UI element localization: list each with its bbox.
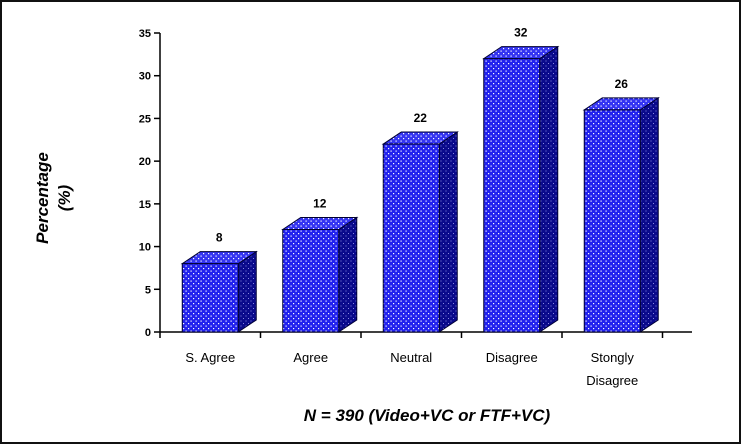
x-tick-label: Neutral (390, 350, 432, 365)
y-tick-label: 20 (139, 156, 151, 168)
y-tick-label: 35 (139, 28, 151, 40)
bar-side-face (438, 131, 458, 333)
data-label: 32 (514, 26, 528, 40)
y-tick-label: 10 (139, 242, 151, 254)
bar-side-face (237, 250, 257, 333)
bar-side-face (338, 216, 358, 333)
bar (180, 250, 258, 333)
bar (482, 45, 560, 333)
y-tick-label: 5 (145, 284, 151, 296)
bar-front-face (483, 58, 541, 333)
data-label: 22 (414, 111, 428, 125)
x-tick-label: Disagree (486, 350, 538, 365)
bars (180, 45, 660, 333)
bar (281, 216, 359, 333)
data-label: 8 (216, 231, 223, 245)
y-axis-title: Percentage (%) (33, 152, 74, 244)
y-tick-label: 15 (139, 199, 151, 211)
data-label: 26 (615, 77, 629, 91)
x-tick-label: S. Agree (185, 350, 235, 365)
bar-front-face (282, 228, 340, 333)
y-tick-label: 25 (139, 113, 151, 125)
bar-front-face (583, 109, 641, 333)
bar-side-face (539, 45, 559, 333)
axis-titles: Percentage (%) N = 390 (Video+VC or FTF+VC… (33, 152, 551, 425)
bar (582, 96, 660, 333)
x-tick-label: Stongly Disagree (586, 350, 638, 388)
x-tick-label: Agree (293, 350, 328, 365)
bar (381, 131, 459, 333)
x-axis: S. Agree Agree Neutral Disagree Stongly Disag… (159, 331, 692, 388)
data-labels: 8 12 22 32 26 (216, 26, 628, 245)
data-label: 12 (313, 196, 327, 210)
bar-front-face (181, 263, 239, 333)
bar-side-face (639, 96, 659, 333)
bar-front-face (382, 143, 440, 333)
y-axis: 0 5 10 15 20 25 30 35 (139, 28, 161, 339)
y-tick-label: 30 (139, 71, 151, 83)
y-tick-label: 0 (145, 327, 151, 339)
x-axis-title: N = 390 (Video+VC or FTF+VC) (304, 406, 551, 425)
